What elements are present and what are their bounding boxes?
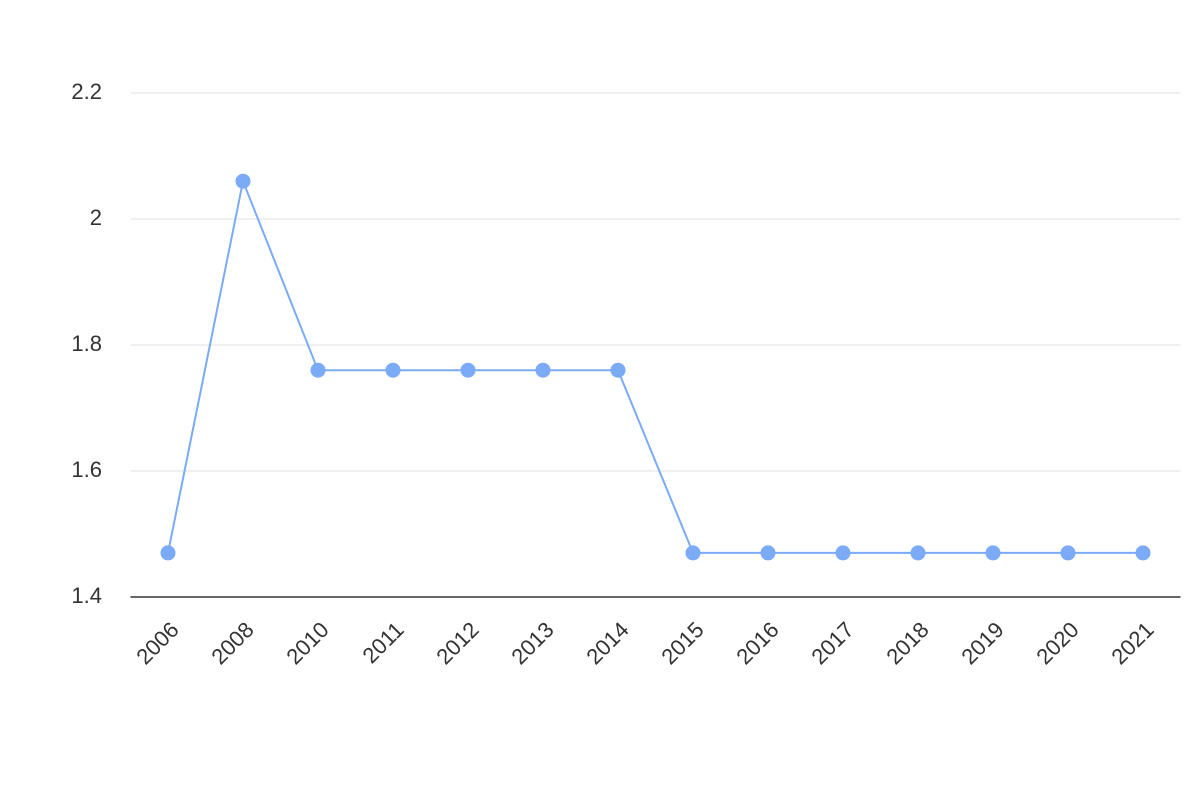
x-tick-label: 2021 (1106, 617, 1158, 669)
data-point (310, 362, 326, 378)
x-tick-label: 2016 (731, 617, 783, 669)
x-tick-label: 2014 (581, 617, 633, 669)
y-tick-label: 1.8 (71, 331, 102, 356)
x-tick-label: 2006 (131, 617, 183, 669)
data-point (610, 362, 626, 378)
x-tick-label: 2012 (431, 617, 483, 669)
data-point (385, 362, 401, 378)
data-point (985, 545, 1001, 561)
x-tick-label: 2020 (1031, 617, 1083, 669)
data-point (160, 545, 176, 561)
x-tick-label: 2015 (656, 617, 708, 669)
y-tick-label: 1.6 (71, 457, 102, 482)
data-point (460, 362, 476, 378)
data-point (235, 173, 251, 189)
x-tick-label: 2013 (506, 617, 558, 669)
x-tick-label: 2010 (281, 617, 333, 669)
x-tick-label: 2008 (206, 617, 258, 669)
x-tick-label: 2018 (881, 617, 933, 669)
data-point (1060, 545, 1076, 561)
y-tick-label: 2 (90, 205, 102, 230)
data-point (910, 545, 926, 561)
x-tick-label: 2019 (956, 617, 1008, 669)
data-point (835, 545, 851, 561)
x-tick-label: 2011 (358, 617, 409, 668)
data-point (1135, 545, 1151, 561)
y-tick-label: 1.4 (71, 583, 102, 608)
data-point (685, 545, 701, 561)
y-tick-label: 2.2 (71, 79, 102, 104)
data-point (760, 545, 776, 561)
series-line (167, 177, 1143, 554)
data-point (535, 362, 551, 378)
x-tick-label: 2017 (806, 617, 858, 669)
